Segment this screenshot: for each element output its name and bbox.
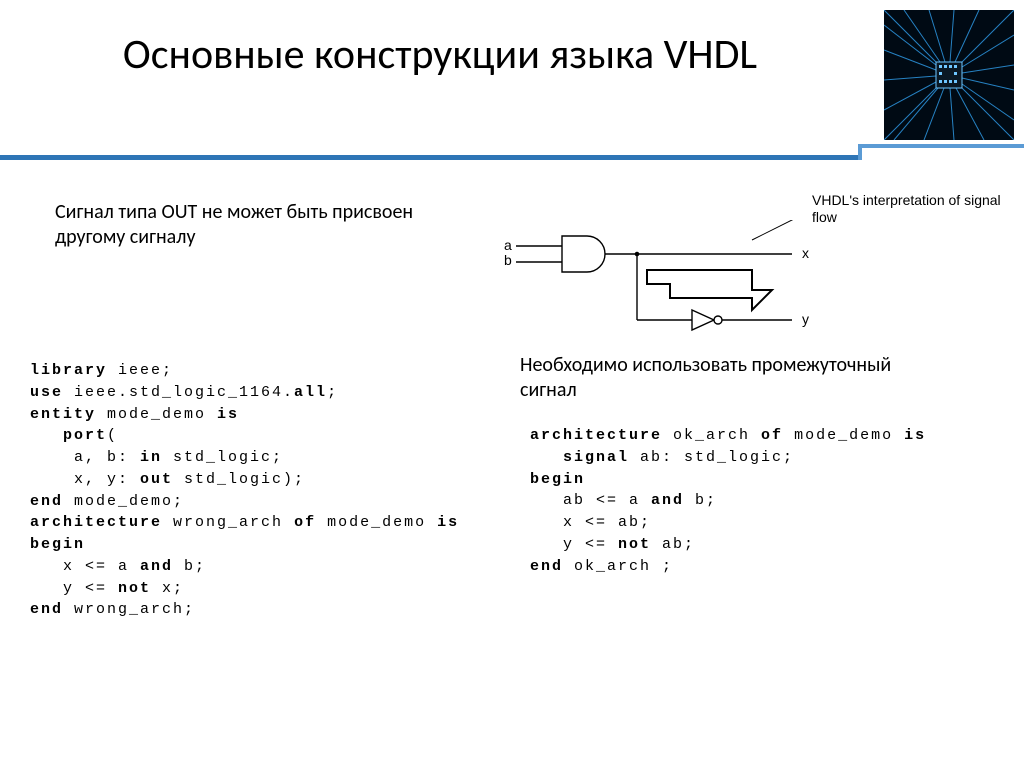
- label-a: a: [504, 237, 512, 253]
- note-right: Необходимо использовать промежуточный си…: [520, 353, 940, 403]
- chip-decorative-image: [884, 10, 1014, 140]
- label-x: x: [802, 245, 809, 261]
- intro-paragraph: Сигнал типа OUT не может быть присвоен д…: [55, 200, 435, 250]
- flow-arrow-icon: [647, 270, 772, 310]
- page-title: Основные конструкции языка VHDL: [50, 30, 830, 80]
- label-y: y: [802, 311, 809, 327]
- label-b: b: [504, 252, 512, 268]
- title-divider-step: [858, 144, 862, 160]
- diagram-caption: VHDL's interpretation of signal flow: [812, 192, 1024, 226]
- title-divider-side: [858, 144, 1024, 148]
- code-block-ok-arch: architecture ok_arch of mode_demo is sig…: [530, 425, 926, 577]
- signal-flow-diagram: a b x y: [492, 220, 842, 360]
- title-divider: [0, 155, 858, 160]
- code-block-wrong-arch: library ieee; use ieee.std_logic_1164.al…: [30, 360, 459, 621]
